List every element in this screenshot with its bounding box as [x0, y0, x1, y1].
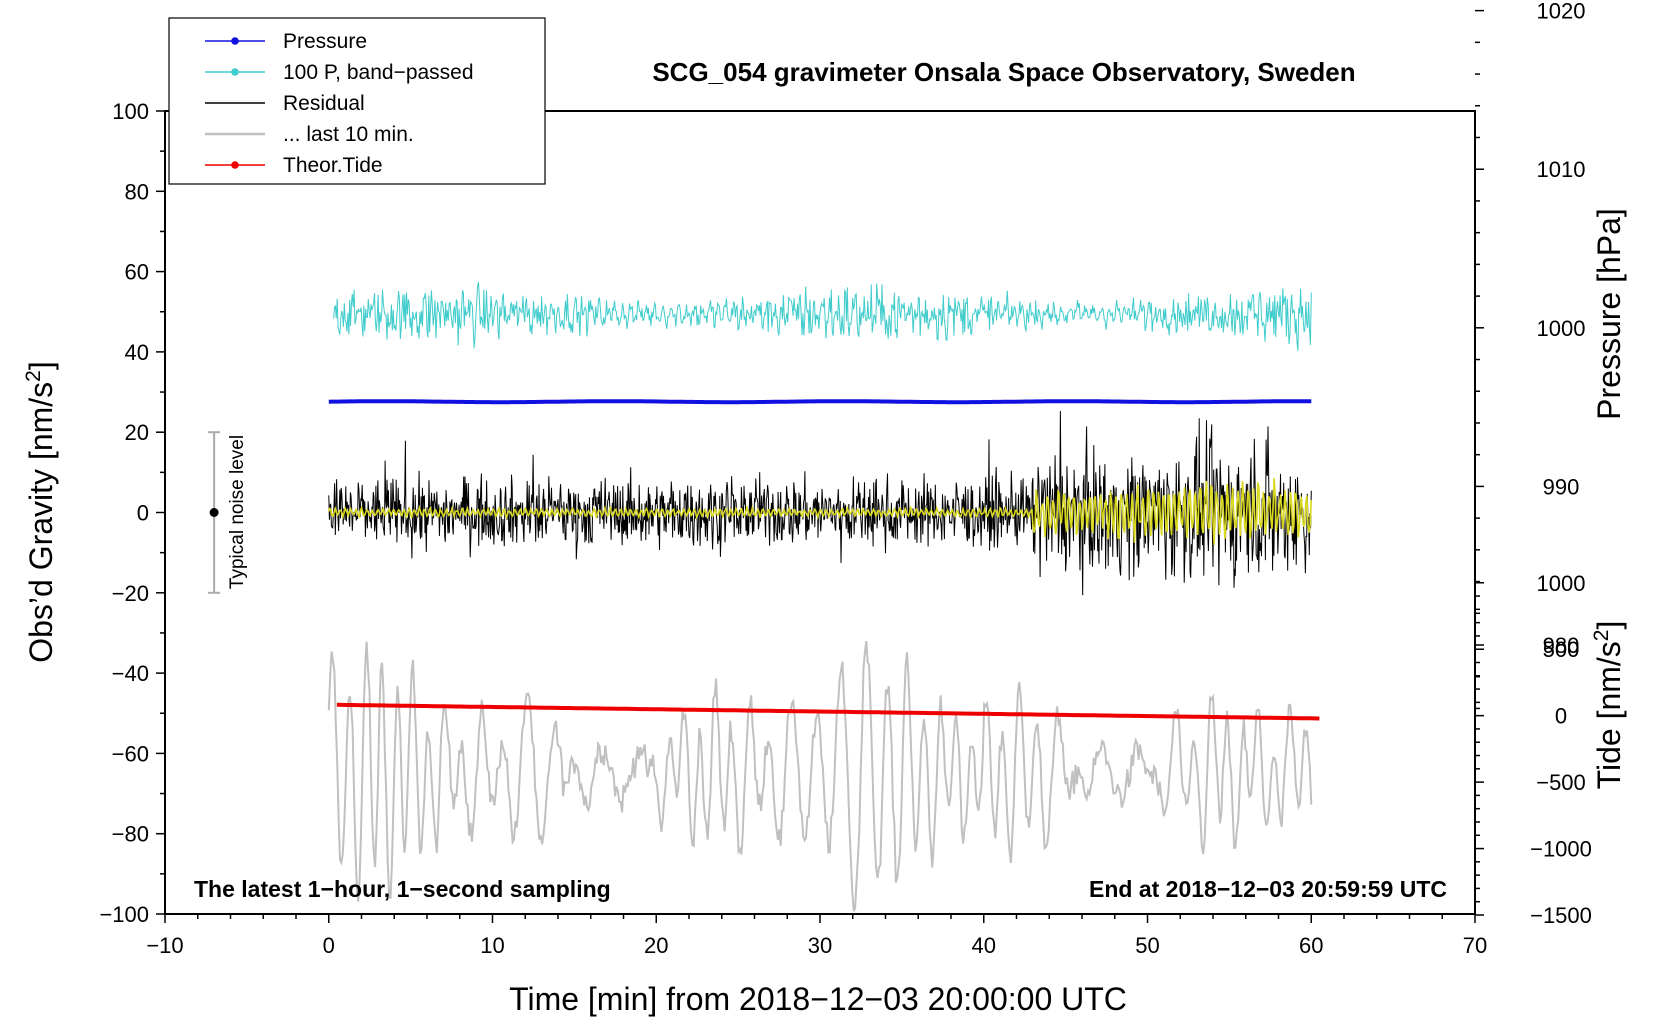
tide-tick-label: −500	[1536, 770, 1586, 795]
noise-label: Typical noise level	[227, 435, 248, 589]
chart-title: SCG_054 gravimeter Onsala Space Observat…	[652, 57, 1355, 87]
legend-box	[168, 17, 546, 185]
legend-marker	[231, 37, 239, 45]
y-tick-label: −80	[112, 822, 149, 847]
y-tick-label: −100	[99, 902, 149, 927]
y-tick-label: −20	[112, 581, 149, 606]
sampling-note: The latest 1−hour, 1−second sampling	[194, 876, 611, 902]
legend-marker	[231, 68, 239, 76]
x-tick-label: 50	[1135, 933, 1159, 958]
y-tick-label: 80	[125, 179, 149, 204]
pressure-axis: 9809901000101010201030	[1474, 0, 1586, 725]
y-axis-label: Obs’d Gravity [nm/s2]	[22, 361, 59, 663]
pressure-tick-label: 980	[1543, 633, 1580, 658]
legend-label: ... last 10 min.	[283, 123, 414, 146]
series-last-10-min	[327, 640, 1313, 912]
x-tick-label: 0	[323, 933, 335, 958]
series-layer	[327, 281, 1320, 912]
tide-tick-label: 0	[1555, 704, 1567, 729]
x-tick-label: 40	[972, 933, 996, 958]
tide-tick-label: 500	[1543, 637, 1580, 662]
series-band-passed-pressure	[333, 281, 1312, 351]
y-tick-label: −40	[112, 661, 149, 686]
legend: Pressure 100 P, band−passed Residual ... la…	[168, 17, 546, 185]
legend-label: 100 P, band−passed	[283, 61, 474, 84]
pressure-tick-label: 1010	[1537, 157, 1586, 182]
y-tick-label: 0	[137, 501, 149, 526]
end-time-note: End at 2018−12−03 20:59:59 UTC	[1089, 876, 1447, 902]
x-axis-label: Time [min] from 2018−12−03 20:00:00 UTC	[509, 981, 1127, 1017]
pressure-axis-label: Pressure [hPa]	[1591, 208, 1627, 420]
legend-marker	[231, 161, 239, 169]
pressure-tick-label: 1000	[1537, 316, 1586, 341]
tide-axis-label: Tide [nm/s2]	[1590, 621, 1627, 790]
tide-tick-label: −1000	[1530, 837, 1592, 862]
pressure-tick-label: 1020	[1537, 0, 1586, 24]
pressure-tick-label: 990	[1543, 474, 1580, 499]
series-residual-smoothed	[328, 478, 1313, 545]
legend-label: Residual	[283, 92, 365, 115]
x-tick-label: 70	[1463, 933, 1487, 958]
x-tick-label: 60	[1299, 933, 1323, 958]
y-tick-label: 100	[112, 99, 149, 124]
noise-center-dot	[209, 508, 219, 517]
legend-label: Theor.Tide	[283, 154, 383, 177]
series-residual	[328, 410, 1312, 596]
legend-label: Pressure	[283, 30, 367, 53]
series-pressure	[328, 399, 1312, 405]
y-tick-label: 60	[125, 260, 149, 285]
tide-axis: −1500 −1000 −500 0 500 1000	[1474, 569, 1592, 928]
series-theoretical-tide	[336, 702, 1320, 721]
tide-tick-label: −1500	[1530, 903, 1592, 928]
x-tick-label: −10	[146, 933, 183, 958]
y-axis: −100 −80 −60 −40 −20 0 20 40 60 80 100	[99, 99, 165, 927]
y-tick-label: −60	[112, 741, 149, 766]
x-tick-label: 20	[644, 933, 668, 958]
tide-tick-label: 1000	[1537, 571, 1586, 596]
y-tick-label: 40	[125, 340, 149, 365]
noise-indicator	[208, 431, 221, 594]
y-tick-label: 20	[125, 420, 149, 445]
x-tick-label: 30	[808, 933, 832, 958]
x-axis: −10 0 10 20 30 40 50 60 70	[146, 914, 1487, 958]
x-tick-label: 10	[480, 933, 504, 958]
